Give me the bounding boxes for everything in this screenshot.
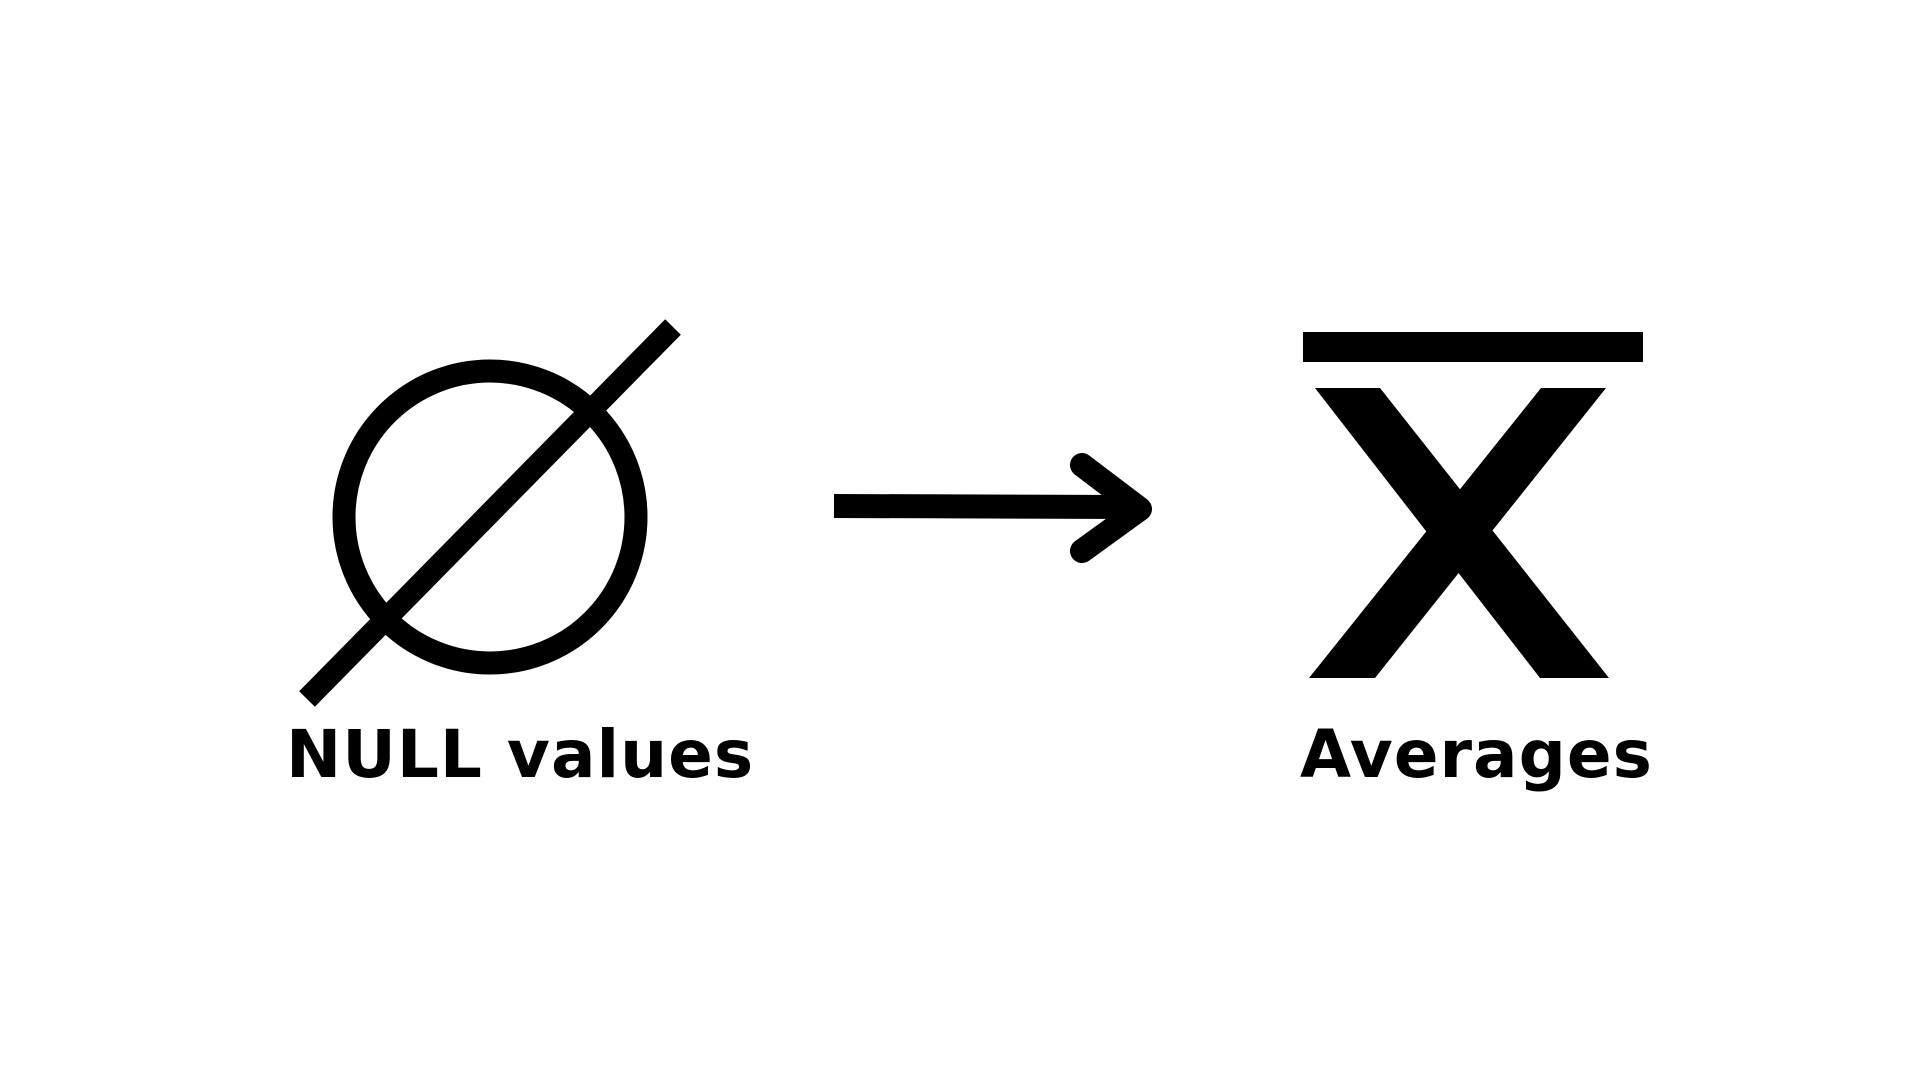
empty-set-icon [299, 319, 681, 707]
empty-set-circle [332, 359, 648, 675]
x-bar-stroke-up [1309, 388, 1606, 678]
x-bar-overline [1303, 332, 1643, 362]
arrow-right-icon [833, 453, 1152, 563]
x-bar-mean-icon [1303, 332, 1643, 678]
averages-label: Averages [1300, 716, 1653, 793]
arrow-shaft [833, 494, 1129, 519]
null-values-label: NULL values [286, 716, 755, 793]
empty-set-slash [299, 319, 681, 707]
arrow-head [1070, 453, 1152, 563]
